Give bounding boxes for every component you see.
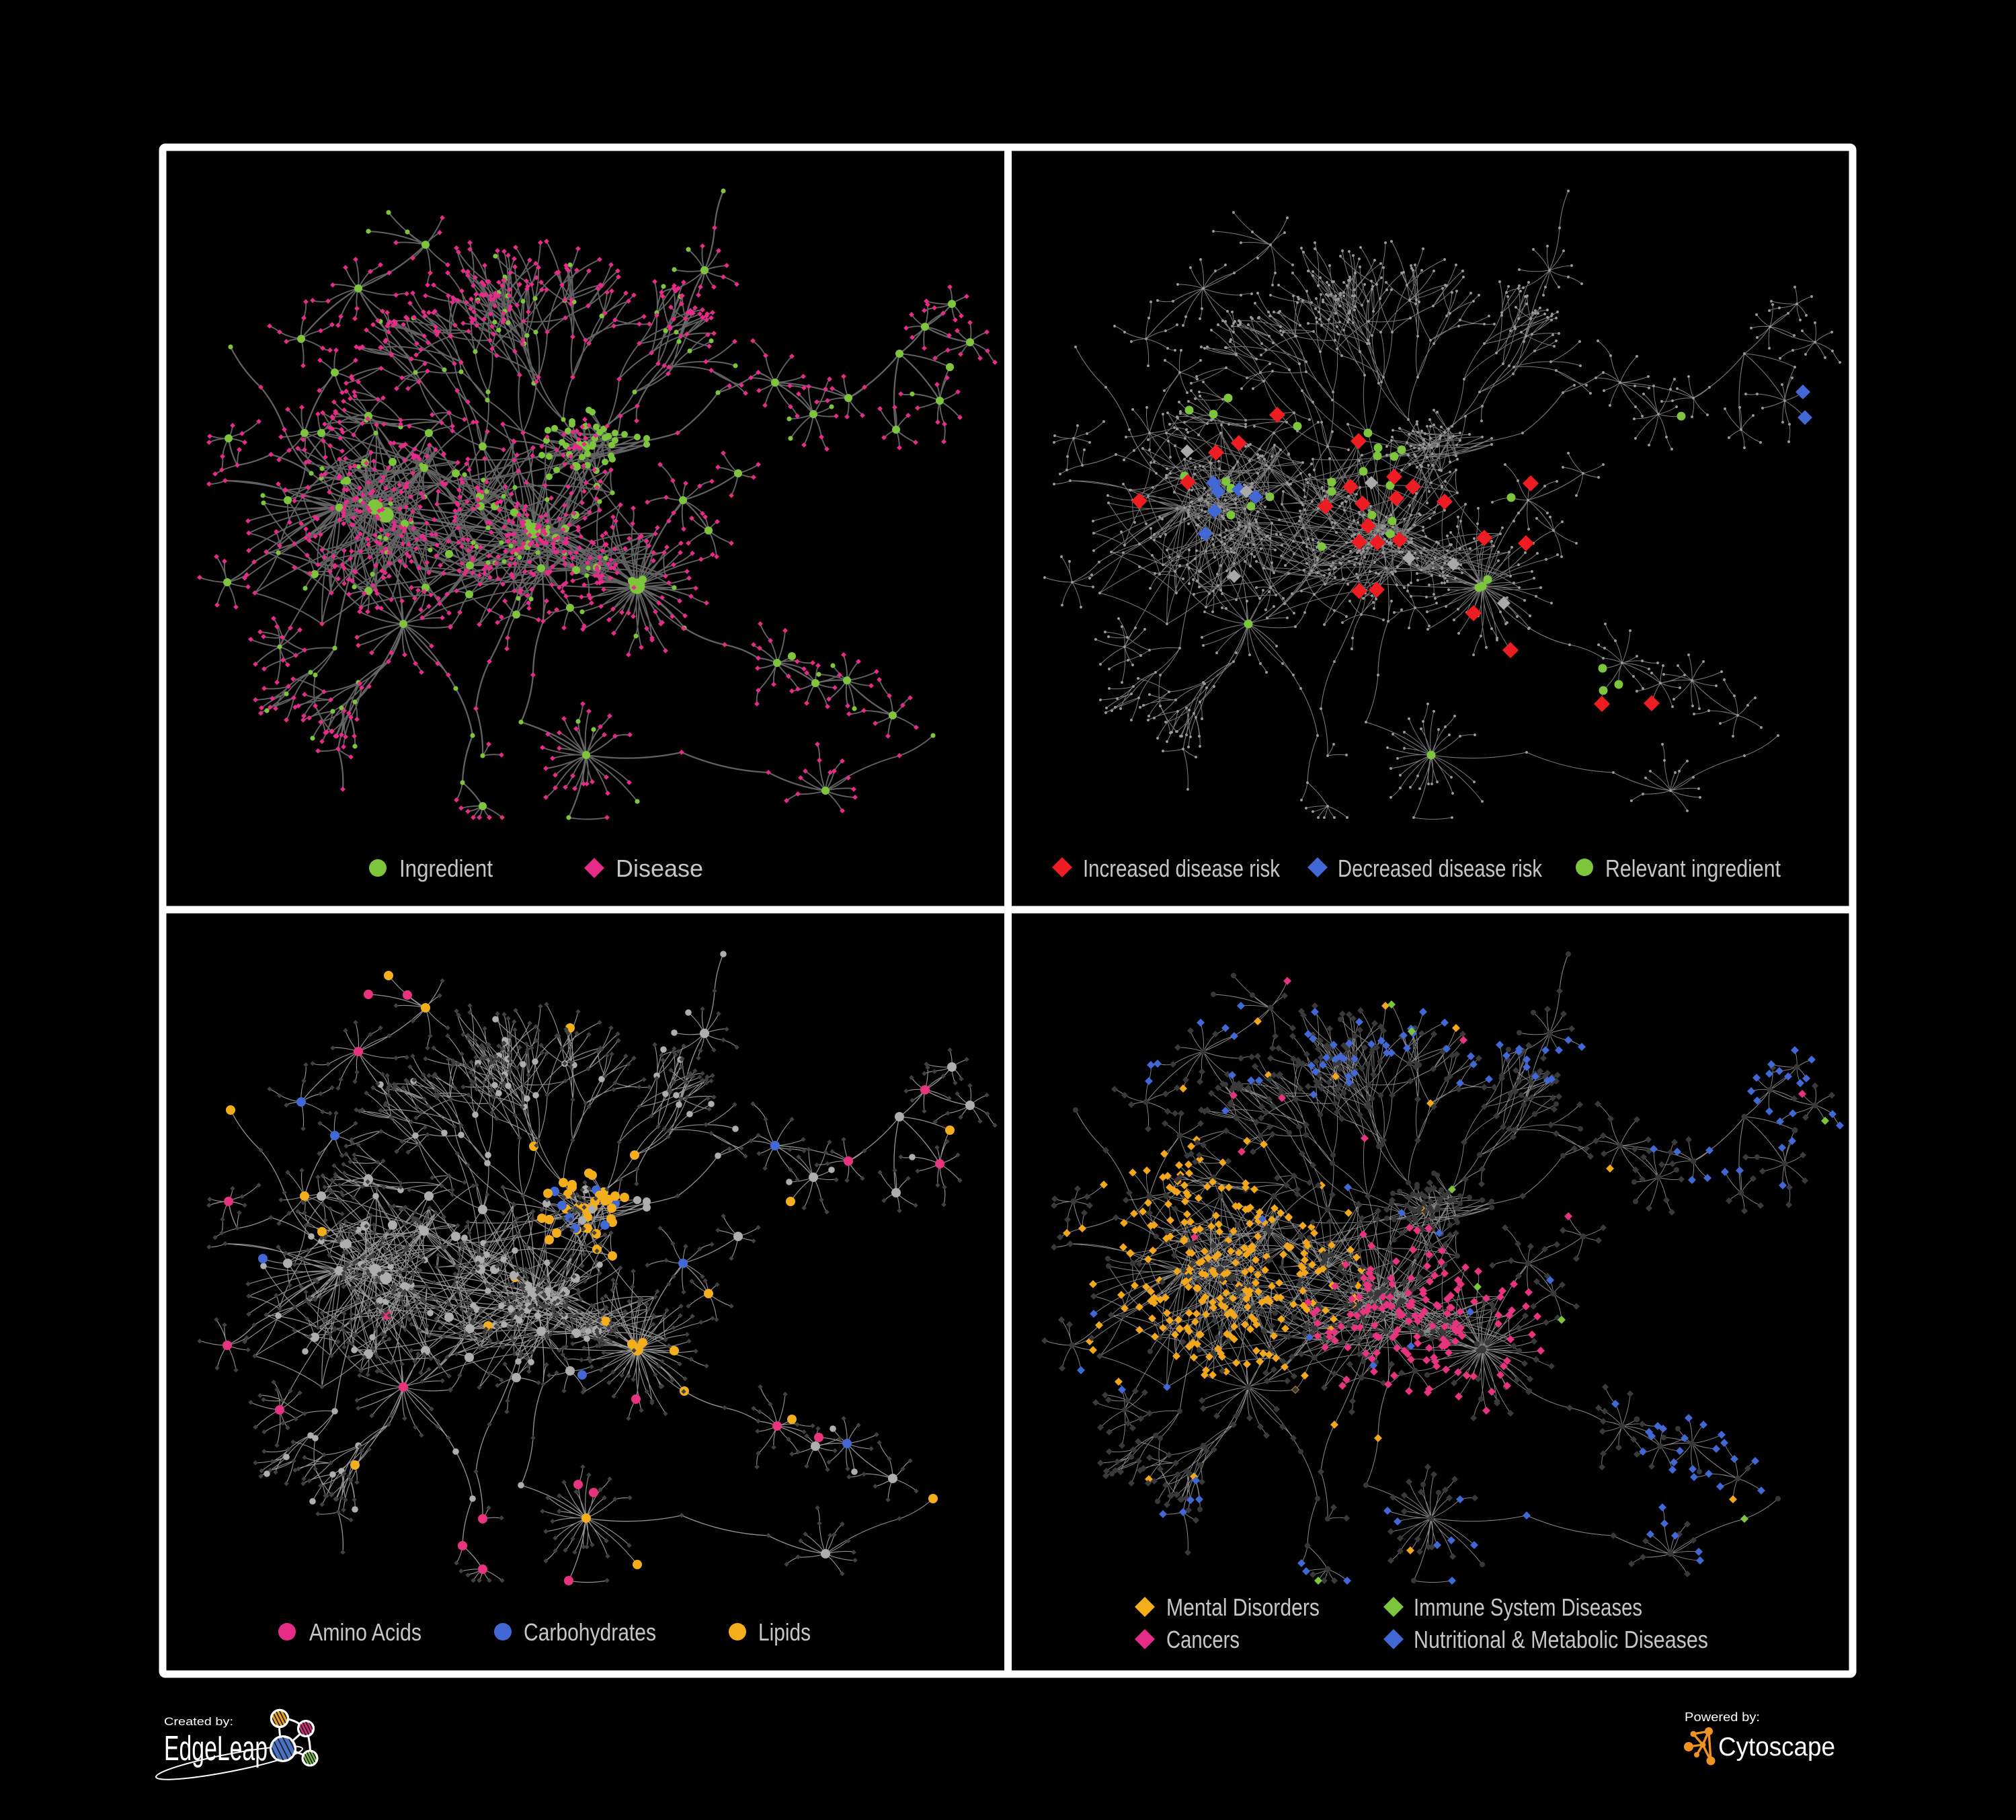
svg-text:Cancers: Cancers — [1166, 1626, 1240, 1653]
svg-text:Cytoscape: Cytoscape — [1718, 1733, 1835, 1762]
svg-text:Relevant ingredient: Relevant ingredient — [1605, 855, 1781, 882]
svg-text:Ingredient: Ingredient — [399, 855, 493, 882]
svg-text:Decreased disease risk: Decreased disease risk — [1338, 855, 1543, 882]
svg-text:Increased disease risk: Increased disease risk — [1083, 855, 1281, 882]
svg-text:Nutritional & Metabolic Diseas: Nutritional & Metabolic Diseases — [1414, 1626, 1708, 1653]
svg-text:Powered by:: Powered by: — [1685, 1710, 1760, 1724]
svg-text:Lipids: Lipids — [758, 1618, 811, 1646]
svg-text:Created by:: Created by: — [164, 1716, 233, 1728]
svg-text:Carbohydrates: Carbohydrates — [524, 1618, 656, 1646]
svg-text:Immune System Diseases: Immune System Diseases — [1414, 1593, 1642, 1621]
svg-text:Amino Acids: Amino Acids — [309, 1618, 421, 1646]
svg-text:EdgeLeap: EdgeLeap — [164, 1729, 268, 1768]
svg-text:Mental Disorders: Mental Disorders — [1166, 1593, 1320, 1621]
svg-text:Disease: Disease — [616, 855, 703, 882]
